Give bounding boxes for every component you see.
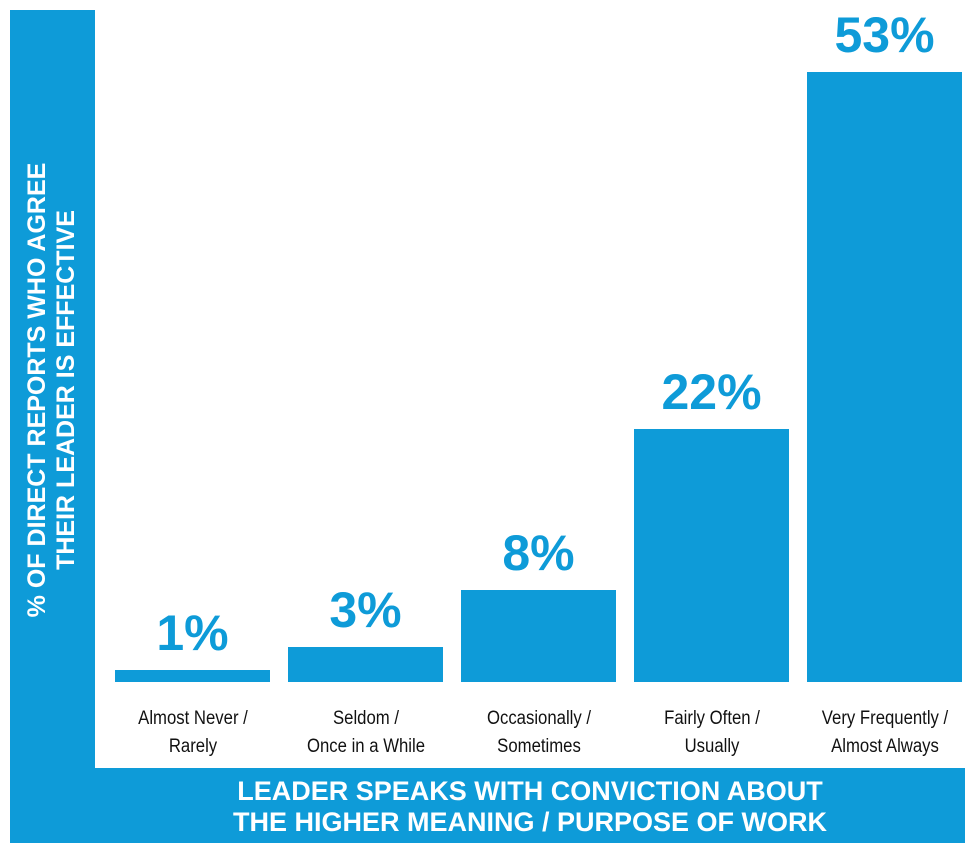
value-label: 53%: [834, 7, 935, 63]
value-label: 1%: [156, 605, 229, 662]
x-tick-label: Very Frequently / Almost Always: [821, 708, 948, 757]
x-tick-label: Almost Never / Rarely: [137, 708, 248, 757]
bar: [807, 72, 962, 682]
value-label: 8%: [502, 524, 575, 581]
x-tick-label: Occasionally / Sometimes: [486, 708, 591, 757]
value-label: 22%: [661, 363, 762, 420]
bar: [115, 670, 270, 682]
value-label: 3%: [329, 582, 402, 639]
y-axis-band: [10, 10, 95, 843]
x-axis-label: LEADER SPEAKS WITH CONVICTION ABOUT THE …: [232, 776, 828, 837]
x-tick-label: Fairly Often / Usually: [663, 708, 760, 757]
x-tick-label: Seldom / Once in a While: [306, 708, 425, 757]
bar: [634, 428, 789, 682]
bar: [461, 589, 616, 682]
y-axis-label: % OF DIRECT REPORTS WHO AGREE THEIR LEAD…: [23, 162, 80, 618]
bar: [288, 647, 443, 682]
x-axis-band: [10, 768, 965, 843]
